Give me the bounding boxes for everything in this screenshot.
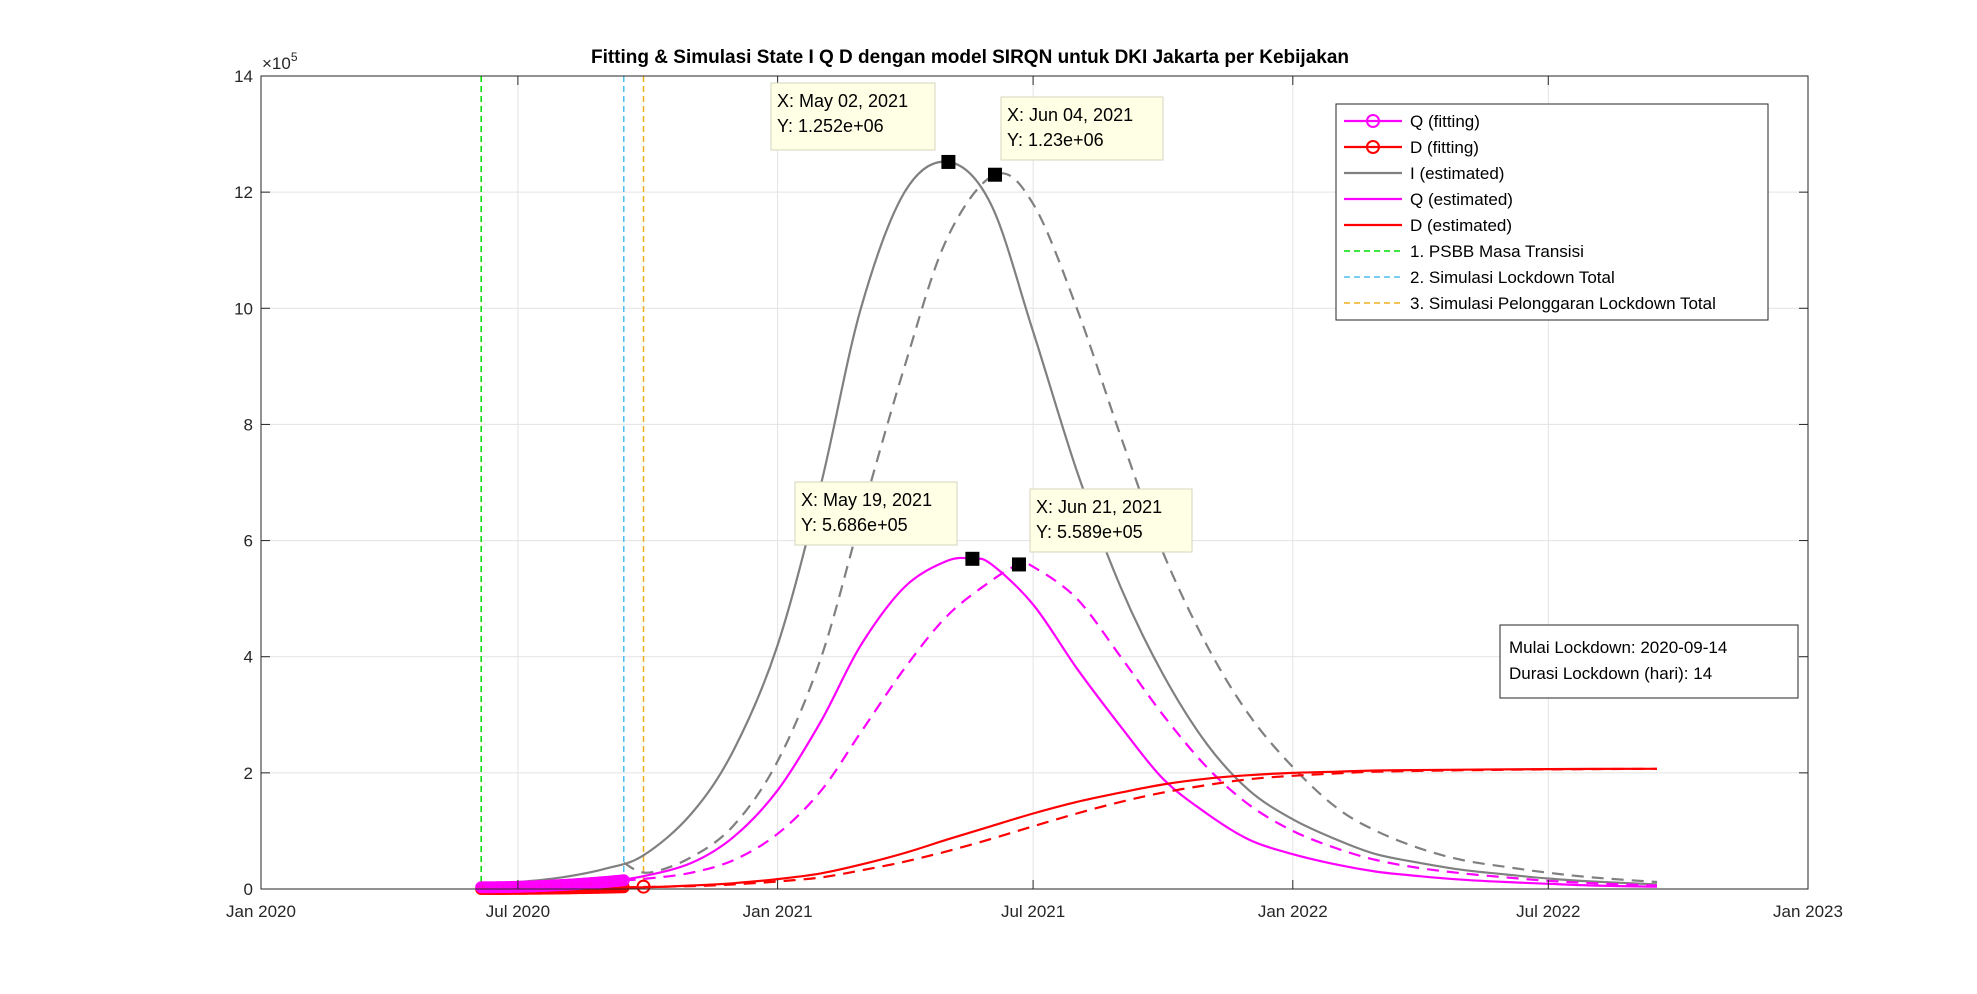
x-tick-label: Jan 2023 (1773, 902, 1843, 921)
x-tick-label: Jul 2022 (1516, 902, 1580, 921)
x-tick-label: Jul 2021 (1001, 902, 1065, 921)
legend-label: 2. Simulasi Lockdown Total (1410, 268, 1615, 287)
series-Q-solid (481, 556, 1658, 889)
datatip-marker (987, 167, 1002, 182)
tick-layer: Jan 2020 Jul 2020 Jan 2021 Jul 2021 Jan 2022… (226, 67, 1843, 921)
datatip-box (1000, 96, 1164, 161)
datatip-marker (965, 551, 980, 566)
datatip-box (1029, 488, 1193, 553)
legend-label: D (fitting) (1410, 138, 1479, 157)
y-tick-label: 4 (244, 648, 253, 667)
datatip-marker (1011, 557, 1026, 572)
legend-marker (1366, 114, 1380, 128)
fitting-marker-Q (617, 874, 630, 887)
fitting-marker-D (636, 879, 651, 894)
legend-marker (1366, 140, 1380, 154)
legend: Q (fitting) D (fitting) I (estimated) Q (es… (1335, 103, 1769, 321)
axes-frame (260, 75, 1809, 890)
datatip-y-label: Y: 5.686e+05 (801, 515, 908, 535)
datatip-y-label: Y: 1.252e+06 (777, 116, 884, 136)
series-Q-dashed (623, 561, 1658, 887)
legend-label: Q (estimated) (1410, 190, 1513, 209)
annotation-line-2: Durasi Lockdown (hari): 14 (1509, 664, 1712, 683)
series-I-dashed (623, 172, 1658, 884)
x-tick-label: Jan 2021 (743, 902, 813, 921)
series-D-dashed (623, 767, 1658, 889)
vline-layer (480, 76, 645, 889)
datatip-y-label: Y: 5.589e+05 (1036, 522, 1143, 542)
y-tick-label: 14 (234, 67, 253, 86)
datatip-box (794, 481, 958, 546)
datatip-y-label: Y: 1.23e+06 (1007, 130, 1104, 150)
annotation-line-1: Mulai Lockdown: 2020-09-14 (1509, 638, 1727, 657)
datatip-marker (941, 154, 956, 169)
series-I-solid (481, 160, 1658, 886)
y-tick-label: 12 (234, 183, 253, 202)
y-axis-exponent: ×105 (262, 50, 298, 73)
datatip-x-label: X: Jun 21, 2021 (1036, 497, 1162, 517)
datatip-x-label: X: May 19, 2021 (801, 490, 932, 510)
chart-title: Fitting & Simulasi State I Q D dengan mo… (591, 47, 1349, 68)
annotation-frame (1499, 624, 1799, 699)
x-tick-label: Jan 2020 (226, 902, 296, 921)
datatip-x-label: X: Jun 04, 2021 (1007, 105, 1133, 125)
legend-label: 1. PSBB Masa Transisi (1410, 242, 1584, 261)
y-tick-label: 10 (234, 299, 253, 318)
annotation-box: Mulai Lockdown: 2020-09-14 Durasi Lockdo… (1499, 624, 1799, 699)
x-tick-label: Jan 2022 (1258, 902, 1328, 921)
datatip-layer: X: May 02, 2021 Y: 1.252e+06 X: Jun 04, 20… (770, 82, 1193, 572)
y-tick-label: 8 (244, 415, 253, 434)
y-tick-label: 2 (244, 764, 253, 783)
legend-label: I (estimated) (1410, 164, 1504, 183)
legend-label: 3. Simulasi Pelonggaran Lockdown Total (1410, 294, 1716, 313)
legend-label: Q (fitting) (1410, 112, 1480, 131)
x-tick-label: Jul 2020 (486, 902, 550, 921)
datatip-x-label: X: May 02, 2021 (777, 91, 908, 111)
series-layer (481, 160, 1658, 891)
datatip-box (770, 82, 936, 151)
marker-layer (475, 874, 651, 895)
legend-frame (1335, 103, 1769, 321)
y-tick-label: 6 (244, 532, 253, 551)
legend-label: D (estimated) (1410, 216, 1512, 235)
y-tick-label: 0 (244, 880, 253, 899)
